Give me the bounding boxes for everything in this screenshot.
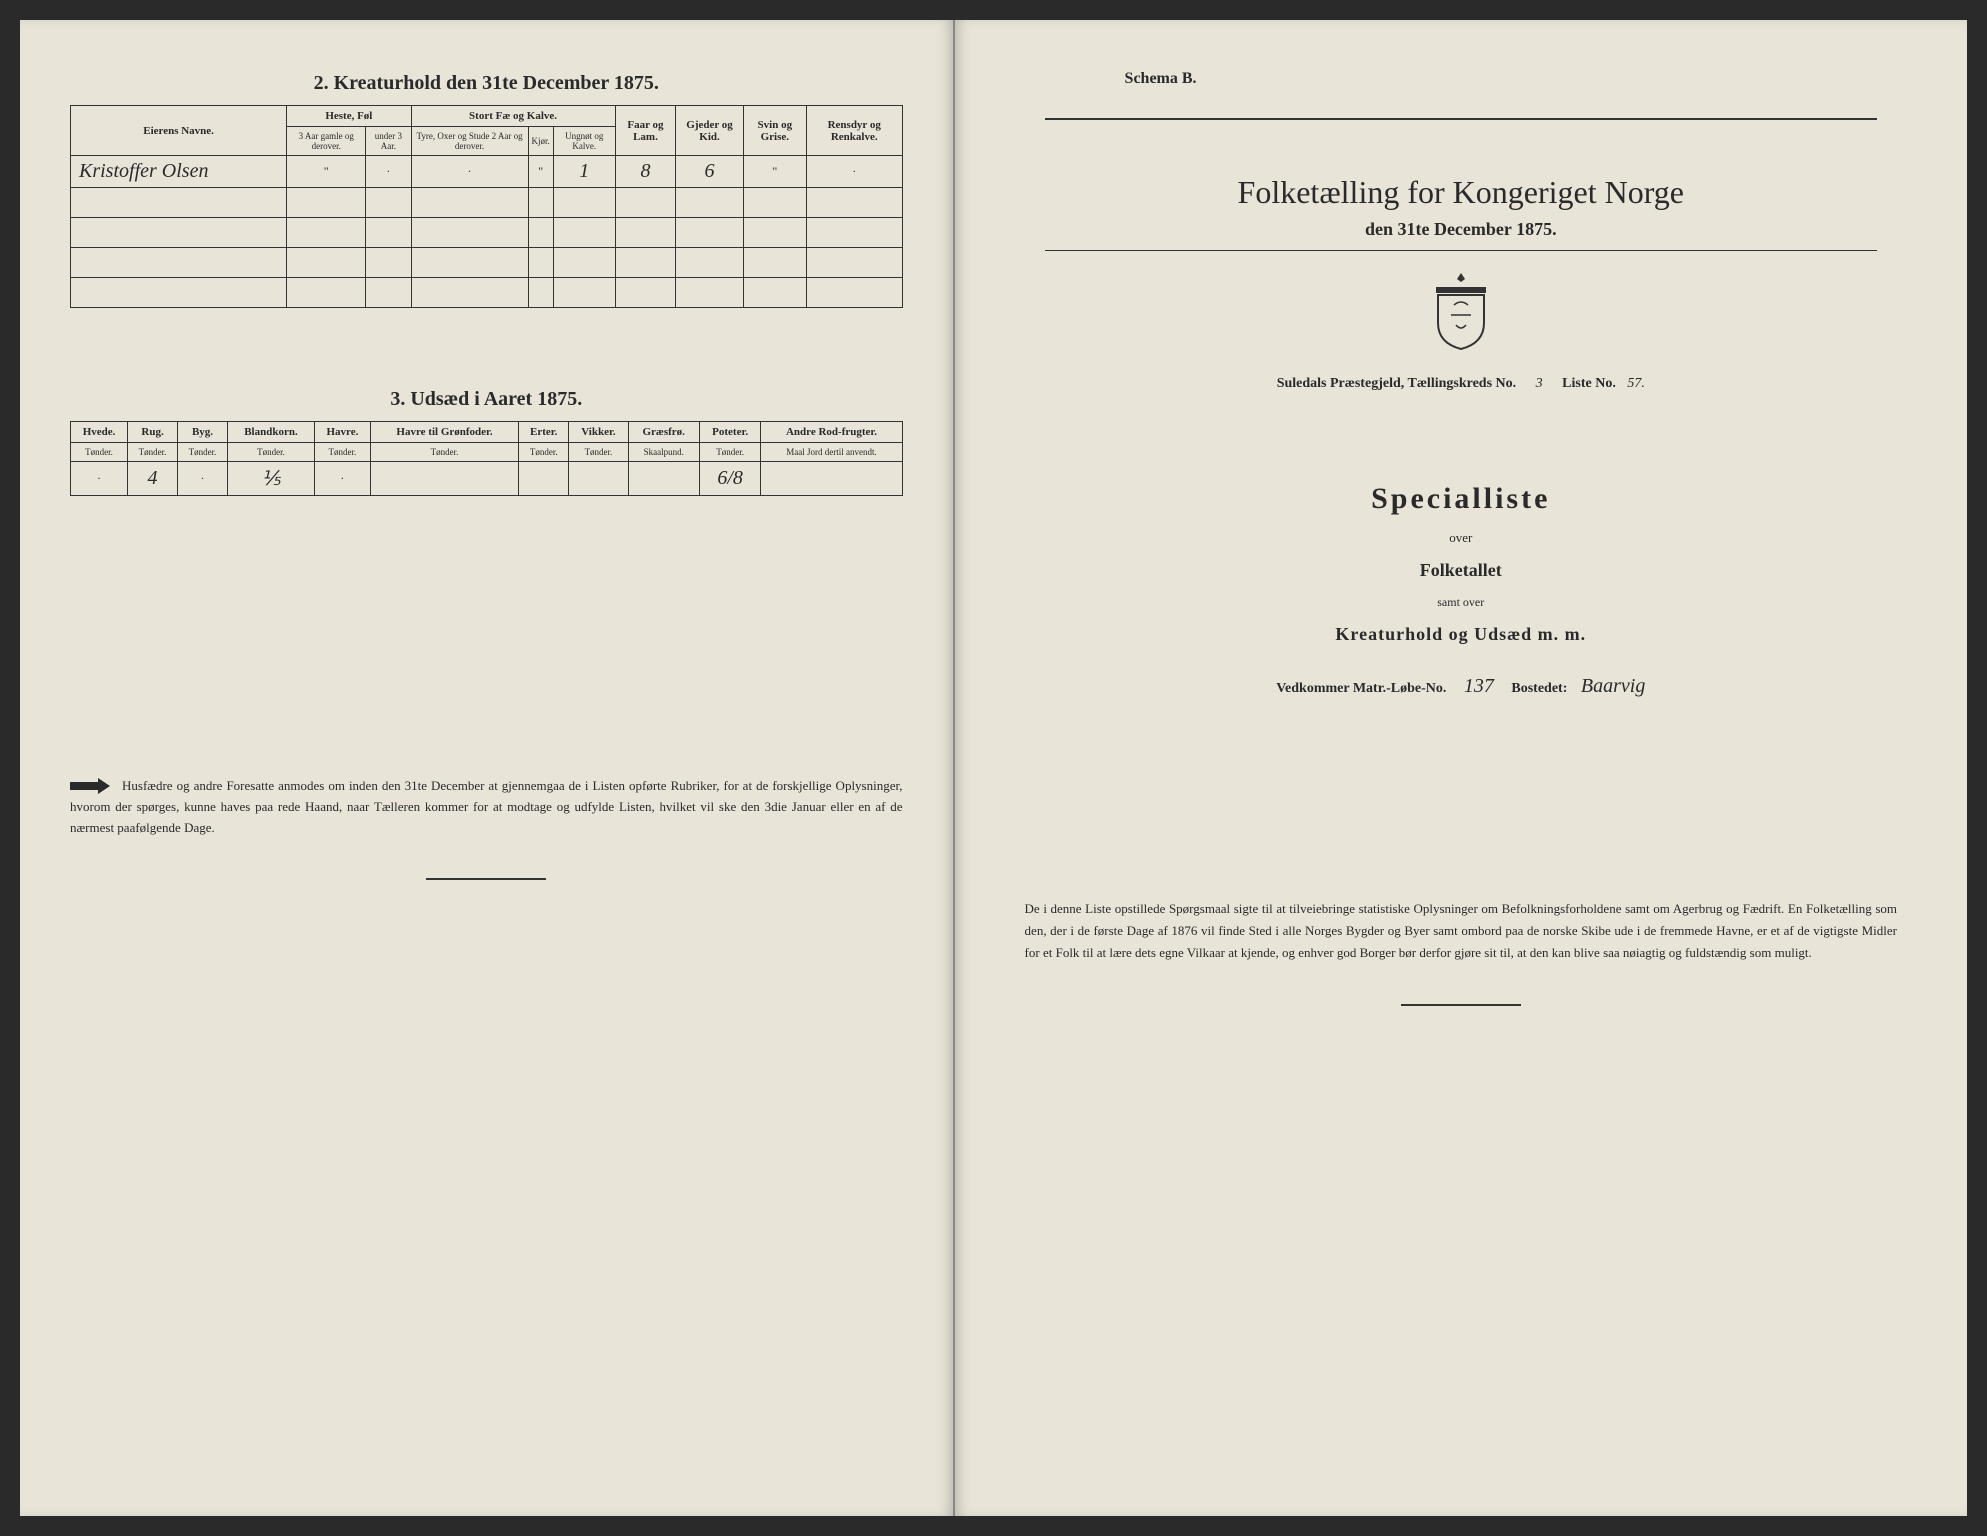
vedk-label1: Vedkommer Matr.-Løbe-No. xyxy=(1276,681,1446,696)
th-sub: Tønder. xyxy=(699,443,761,462)
th-stort-2: Kjør. xyxy=(528,127,553,156)
th-sub: Tønder. xyxy=(569,443,628,462)
bottom-paragraph: De i denne Liste opstillede Spørgsmaal s… xyxy=(1005,898,1917,964)
th-sub: Tønder. xyxy=(314,443,370,462)
section2-title: 2. Kreaturhold den 31te December 1875. xyxy=(70,72,903,95)
cell xyxy=(761,462,902,496)
th-sub: Tønder. xyxy=(370,443,518,462)
cell-name: Kristoffer Olsen xyxy=(71,156,287,188)
th-vikker: Vikker. xyxy=(569,422,628,443)
th-havre-gr: Havre til Grønfoder. xyxy=(370,422,518,443)
th-sub: Skaalpund. xyxy=(628,443,699,462)
cell: · xyxy=(366,156,411,188)
th-svin: Svin og Grise. xyxy=(743,106,806,156)
liste-no: 57. xyxy=(1627,376,1645,391)
footnote-text: Husfædre og andre Foresatte anmodes om i… xyxy=(70,778,903,835)
th-sub: Tønder. xyxy=(178,443,228,462)
divider xyxy=(1401,1004,1521,1006)
th-graes: Græsfrø. xyxy=(628,422,699,443)
specialliste-heading: Specialliste xyxy=(1005,482,1917,516)
th-heste-2: under 3 Aar. xyxy=(366,127,411,156)
cell: · xyxy=(71,462,128,496)
cell: 8 xyxy=(615,156,676,188)
th-andre: Andre Rod-frugter. xyxy=(761,422,902,443)
th-eier: Eierens Navne. xyxy=(71,106,287,156)
cell: ⅕ xyxy=(227,462,314,496)
cell: " xyxy=(528,156,553,188)
date-line: den 31te December 1875. xyxy=(1045,219,1877,240)
th-faar: Faar og Lam. xyxy=(615,106,676,156)
matr-no: 137 xyxy=(1464,675,1494,697)
main-title: Folketælling for Kongeriget Norge xyxy=(1045,174,1877,211)
cell: · xyxy=(806,156,902,188)
samt-label: samt over xyxy=(1005,595,1917,610)
cell xyxy=(519,462,569,496)
cell xyxy=(370,462,518,496)
folketallet-label: Folketallet xyxy=(1005,560,1917,581)
th-heste-1: 3 Aar gamle og derover. xyxy=(287,127,366,156)
cell: " xyxy=(743,156,806,188)
document-spread: 2. Kreaturhold den 31te December 1875. E… xyxy=(20,20,1967,1516)
th-stort-3: Ungnøt og Kalve. xyxy=(553,127,615,156)
cell: 4 xyxy=(128,462,178,496)
th-sub: Tønder. xyxy=(128,443,178,462)
table-row xyxy=(71,218,903,248)
th-sub: Tønder. xyxy=(519,443,569,462)
meta-line: Suledals Præstegjeld, Tællingskreds No. … xyxy=(1005,376,1917,392)
schema-label: Schema B. xyxy=(1125,70,1917,88)
th-hvede: Hvede. xyxy=(71,422,128,443)
th-havre: Havre. xyxy=(314,422,370,443)
kreatur-label: Kreaturhold og Udsæd m. m. xyxy=(1005,624,1917,645)
th-rug: Rug. xyxy=(128,422,178,443)
over-label: over xyxy=(1005,530,1917,546)
th-byg: Byg. xyxy=(178,422,228,443)
th-poteter: Poteter. xyxy=(699,422,761,443)
divider xyxy=(426,878,546,880)
cell: 1 xyxy=(553,156,615,188)
th-erter: Erter. xyxy=(519,422,569,443)
table-row xyxy=(71,248,903,278)
meta-prefix: Suledals Præstegjeld, Tællingskreds No. xyxy=(1277,376,1516,391)
th-sub: Maal Jord dertil anvendt. xyxy=(761,443,902,462)
kreds-no: 3 xyxy=(1536,376,1543,391)
vedkommer-line: Vedkommer Matr.-Løbe-No. 137 Bostedet: B… xyxy=(1005,675,1917,698)
table-row: Kristoffer Olsen " · · " 1 8 6 " · xyxy=(71,156,903,188)
cell: 6 xyxy=(676,156,743,188)
left-page: 2. Kreaturhold den 31te December 1875. E… xyxy=(20,20,955,1516)
table-udsaed: Hvede. Rug. Byg. Blandkorn. Havre. Havre… xyxy=(70,421,903,496)
table-row: · 4 · ⅕ · 6/8 xyxy=(71,462,903,496)
right-page: Schema B. Folketælling for Kongeriget No… xyxy=(955,20,1967,1516)
cell xyxy=(628,462,699,496)
bosted: Baarvig xyxy=(1581,675,1645,697)
th-stort-1: Tyre, Oxer og Stude 2 Aar og derover. xyxy=(411,127,528,156)
th-rensdyr: Rensdyr og Renkalve. xyxy=(806,106,902,156)
th-heste: Heste, Føl xyxy=(287,106,411,127)
cell xyxy=(569,462,628,496)
cell: · xyxy=(178,462,228,496)
cell: 6/8 xyxy=(699,462,761,496)
cell: · xyxy=(411,156,528,188)
th-sub: Tønder. xyxy=(227,443,314,462)
cell: " xyxy=(287,156,366,188)
pointing-hand-icon xyxy=(70,776,110,796)
footnote-block: Husfædre og andre Foresatte anmodes om i… xyxy=(70,776,903,838)
vedk-label2: Bostedet: xyxy=(1511,681,1567,696)
section3-title: 3. Udsæd i Aaret 1875. xyxy=(70,388,903,411)
th-bland: Blandkorn. xyxy=(227,422,314,443)
table-kreaturhold: Eierens Navne. Heste, Føl Stort Fæ og Ka… xyxy=(70,105,903,308)
th-gjeder: Gjeder og Kid. xyxy=(676,106,743,156)
th-stort: Stort Fæ og Kalve. xyxy=(411,106,615,127)
table-row xyxy=(71,188,903,218)
table-row xyxy=(71,278,903,308)
liste-label: Liste No. xyxy=(1562,376,1616,391)
th-sub: Tønder. xyxy=(71,443,128,462)
cell: · xyxy=(314,462,370,496)
coat-of-arms-icon xyxy=(1005,271,1917,356)
